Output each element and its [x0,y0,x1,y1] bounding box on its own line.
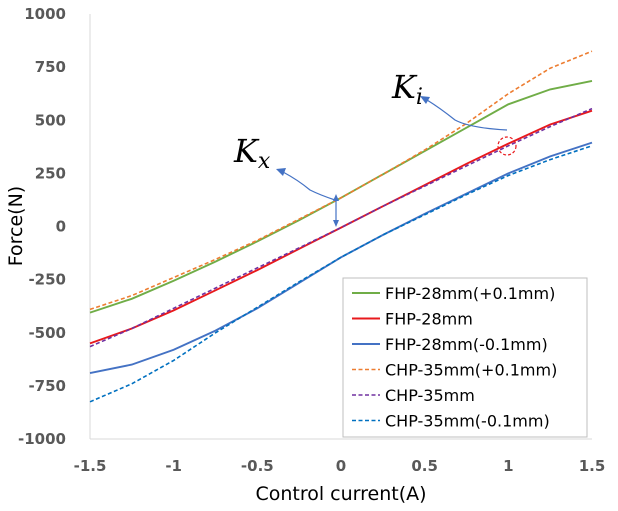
legend: FHP-28mm(+0.1mm) FHP-28mm FHP-28mm(-0.1mm)… [342,277,588,438]
y-tick-label: 1000 [24,5,66,23]
kx-double-arrow-top [333,194,339,201]
ki-arrowhead [420,96,430,104]
x-tick-label: 0 [336,457,346,475]
x-tick-label: -1.5 [74,457,107,475]
y-tick-label: -250 [28,271,66,289]
series-line-3 [89,50,593,311]
legend-label: CHP-35mm(+0.1mm) [385,361,557,380]
y-tick-labels: 1000 750 500 250 0 -250 -500 -750 -1000 [18,5,66,448]
ki-sub: i [416,85,423,110]
series-line-5 [89,145,593,403]
legend-box [342,277,588,438]
legend-label: CHP-35mm [385,386,475,405]
ki-main: K [391,68,418,106]
kx-double-arrow-bottom [333,220,339,227]
series-line-1 [89,109,593,345]
y-axis-title: Force(N) [5,186,27,266]
series-line-4 [89,107,593,348]
series-layer [89,50,593,403]
ki-arrow [426,99,508,131]
y-tick-label: 0 [56,218,66,236]
y-tick-label: -500 [28,324,66,342]
legend-label: CHP-35mm(-0.1mm) [385,412,550,431]
x-tick-labels: -1.5 -1 -0.5 0 0.5 1 1.5 [74,457,606,475]
kx-arrowhead [276,168,286,176]
kx-sub: x [258,149,271,174]
y-tick-label: -750 [28,377,66,395]
legend-label: FHP-28mm(-0.1mm) [385,335,548,354]
annotations: Ki Kx [233,68,517,227]
ki-marker-circle [497,136,517,156]
ki-annotation: Ki [391,68,423,110]
y-tick-label: -1000 [18,430,66,448]
x-tick-label: 1.5 [579,457,606,475]
x-tick-label: -1 [165,457,182,475]
axes [89,14,592,440]
x-tick-label: -0.5 [241,457,274,475]
x-tick-label: 0.5 [411,457,438,475]
series-line-2 [89,141,593,375]
kx-main: K [233,132,260,170]
kx-arrow [282,171,336,201]
legend-label: FHP-28mm(+0.1mm) [385,284,555,303]
x-axis-title: Control current(A) [255,483,426,505]
kx-annotation: Kx [233,132,271,174]
legend-label: FHP-28mm [385,310,473,329]
y-tick-label: 750 [35,58,66,76]
y-tick-label: 250 [35,164,66,182]
x-tick-label: 1 [503,457,513,475]
y-tick-label: 500 [35,111,66,129]
